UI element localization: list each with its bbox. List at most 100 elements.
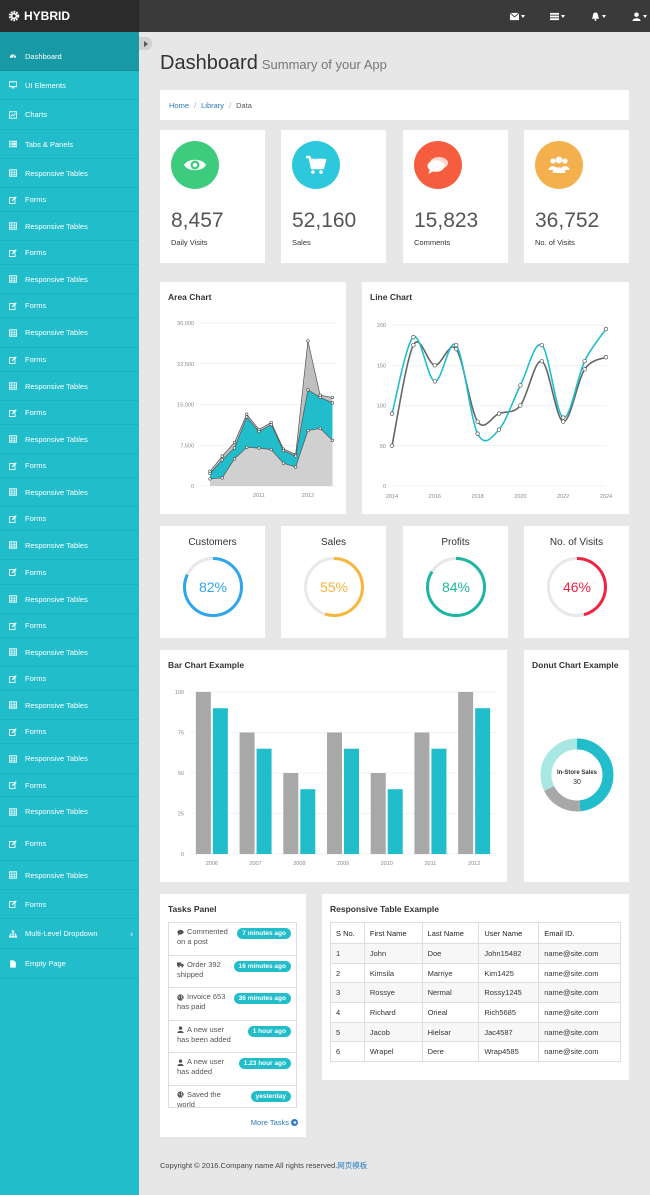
sidebar-item-forms[interactable]: Forms (0, 890, 139, 919)
sidebar-toggle-button[interactable] (139, 37, 152, 50)
sidebar-item-responsive-tables[interactable]: Responsive Tables (0, 425, 139, 454)
sidebar-item-forms[interactable]: Forms (0, 667, 139, 691)
sidebar-item-forms[interactable]: Forms (0, 827, 139, 861)
sidebar-item-responsive-tables[interactable]: Responsive Tables (0, 265, 139, 294)
sidebar-item-forms[interactable]: Forms (0, 560, 139, 585)
chart-icon (9, 110, 17, 119)
table-cell: 1 (330, 943, 365, 964)
truck-icon (177, 962, 184, 968)
x-tick-label: 2007 (249, 861, 261, 867)
sidebar-item-multi-level-dropdown[interactable]: Multi-Level Dropdown ‹ (0, 919, 139, 949)
sidebar-item-empty-page[interactable]: Empty Page (0, 949, 139, 979)
task-item[interactable]: Saved the world yesterday (169, 1086, 296, 1109)
breadcrumb-library[interactable]: Library (201, 100, 225, 110)
sidebar-item-responsive-tables[interactable]: Responsive Tables (0, 585, 139, 614)
y-tick-label: 15,000 (177, 403, 194, 409)
sidebar-item-forms[interactable]: Forms (0, 774, 139, 797)
breadcrumb-home[interactable]: Home (169, 100, 190, 110)
ring-fill (304, 557, 364, 617)
bar (239, 732, 255, 854)
task-item[interactable]: A new user has been added 1 hour ago (169, 1021, 296, 1053)
task-item[interactable]: A new user has added 1.23 hour ago (169, 1053, 296, 1086)
table-cell: 6 (330, 1041, 365, 1063)
brand[interactable]: HYBRID (0, 0, 139, 32)
table-icon (9, 648, 17, 656)
table-cell: name@site.com (538, 982, 621, 1004)
sidebar-item-forms[interactable]: Forms (0, 241, 139, 265)
sidebar-item-responsive-tables[interactable]: Responsive Tables (0, 372, 139, 401)
task-text: Saved the world (177, 1089, 221, 1109)
sidebar-item-responsive-tables[interactable]: Responsive Tables (0, 691, 139, 720)
sidebar-item-label: Forms (25, 727, 47, 736)
sidebar-item-dashboard[interactable]: Dashboard (0, 32, 139, 71)
area-point (220, 458, 224, 462)
bar (195, 692, 211, 854)
edit-icon (9, 248, 17, 257)
sidebar-item-forms[interactable]: Forms (0, 348, 139, 372)
sidebar-item-responsive-tables[interactable]: Responsive Tables (0, 861, 139, 890)
line-point (432, 363, 437, 368)
tasks-dropdown[interactable] (546, 0, 568, 32)
edit-icon (9, 514, 17, 523)
caret-down-icon (601, 14, 606, 18)
more-tasks-link[interactable]: More Tasks (251, 1118, 298, 1127)
task-item[interactable]: Commented on a post 7 minutes ago (169, 923, 296, 956)
sidebar-item-forms[interactable]: Forms (0, 294, 139, 318)
y-tick-label: 75 (178, 731, 184, 737)
table-row[interactable]: 5 Jacob Hielsar Jac4587 name@site.com (330, 1021, 621, 1043)
table-row[interactable]: 1 John Doe John15482 name@site.com (330, 943, 621, 964)
table-row[interactable]: 4 Richard Orieal Rich5685 name@site.com (330, 1002, 621, 1023)
sidebar-item-responsive-tables[interactable]: Responsive Tables (0, 744, 139, 774)
sidebar-item-label: Forms (25, 248, 47, 257)
table-row[interactable]: 2 Kimsila Marriye Kim1425 name@site.com (330, 962, 621, 984)
user-icon (631, 11, 641, 21)
alerts-dropdown[interactable] (587, 0, 609, 32)
sidebar-item-tabs-panels[interactable]: Tabs & Panels (0, 130, 139, 159)
sidebar-item-charts[interactable]: Charts (0, 100, 139, 130)
table-icon (9, 595, 17, 603)
sidebar-item-forms[interactable]: Forms (0, 188, 139, 212)
sidebar-item-forms[interactable]: Forms (0, 507, 139, 531)
sidebar-item-forms[interactable]: Forms (0, 614, 139, 638)
task-item[interactable]: Invoice 653 has paid 36 minutes ago (169, 988, 296, 1021)
pie-title: No. of Visits (549, 537, 604, 548)
footer-text: Copyright © 2016.Company name All rights… (160, 1161, 338, 1170)
x-tick-label: 2008 (293, 861, 305, 867)
area-series-2 (210, 389, 333, 479)
table-row[interactable]: 3 Rossye Nermal Rossy1245 name@site.com (330, 982, 621, 1004)
sidebar-item-label: Forms (25, 621, 47, 630)
table-row[interactable]: 6 Wrapel Dere Wrap4585 name@site.com (330, 1041, 621, 1063)
sidebar-item-responsive-tables[interactable]: Responsive Tables (0, 797, 139, 827)
percentage-ring (547, 557, 607, 617)
percentage-ring (304, 557, 364, 617)
table-icon (9, 701, 17, 709)
sidebar-item-ui-elements[interactable]: UI Elements (0, 71, 139, 100)
sidebar-item-forms[interactable]: Forms (0, 720, 139, 744)
bar (256, 748, 272, 854)
edit-icon (9, 621, 17, 630)
sidebar-item-label: Responsive Tables (25, 700, 88, 710)
area-point (306, 428, 310, 433)
caret-down-icon (520, 14, 525, 18)
sidebar-item-responsive-tables[interactable]: Responsive Tables (0, 638, 139, 667)
edit-icon (9, 839, 17, 848)
sidebar-item-responsive-tables[interactable]: Responsive Tables (0, 159, 139, 188)
task-item[interactable]: Order 392 shipped 16 minutes ago (169, 956, 296, 988)
caret-down-icon (560, 14, 565, 18)
y-tick-label: 22,500 (177, 362, 194, 368)
sidebar-item-responsive-tables[interactable]: Responsive Tables (0, 531, 139, 560)
ring-fill (183, 557, 243, 617)
task-text: Order 392 shipped (177, 959, 221, 979)
sidebar-item-responsive-tables[interactable]: Responsive Tables (0, 318, 139, 348)
messages-dropdown[interactable] (506, 0, 528, 32)
user-dropdown[interactable] (628, 0, 650, 32)
footer-link[interactable]: 网页模板 (337, 1161, 368, 1170)
donut-slice (540, 738, 614, 812)
table-cell: Rich5685 (478, 1002, 540, 1023)
sidebar-item-forms[interactable]: Forms (0, 401, 139, 425)
sidebar-item-forms[interactable]: Forms (0, 454, 139, 478)
task-text: Commented on a post (177, 927, 228, 946)
sidebar-item-responsive-tables[interactable]: Responsive Tables (0, 478, 139, 507)
bar-chart-title: Bar Chart Example (168, 660, 245, 670)
sidebar-item-responsive-tables[interactable]: Responsive Tables (0, 212, 139, 241)
